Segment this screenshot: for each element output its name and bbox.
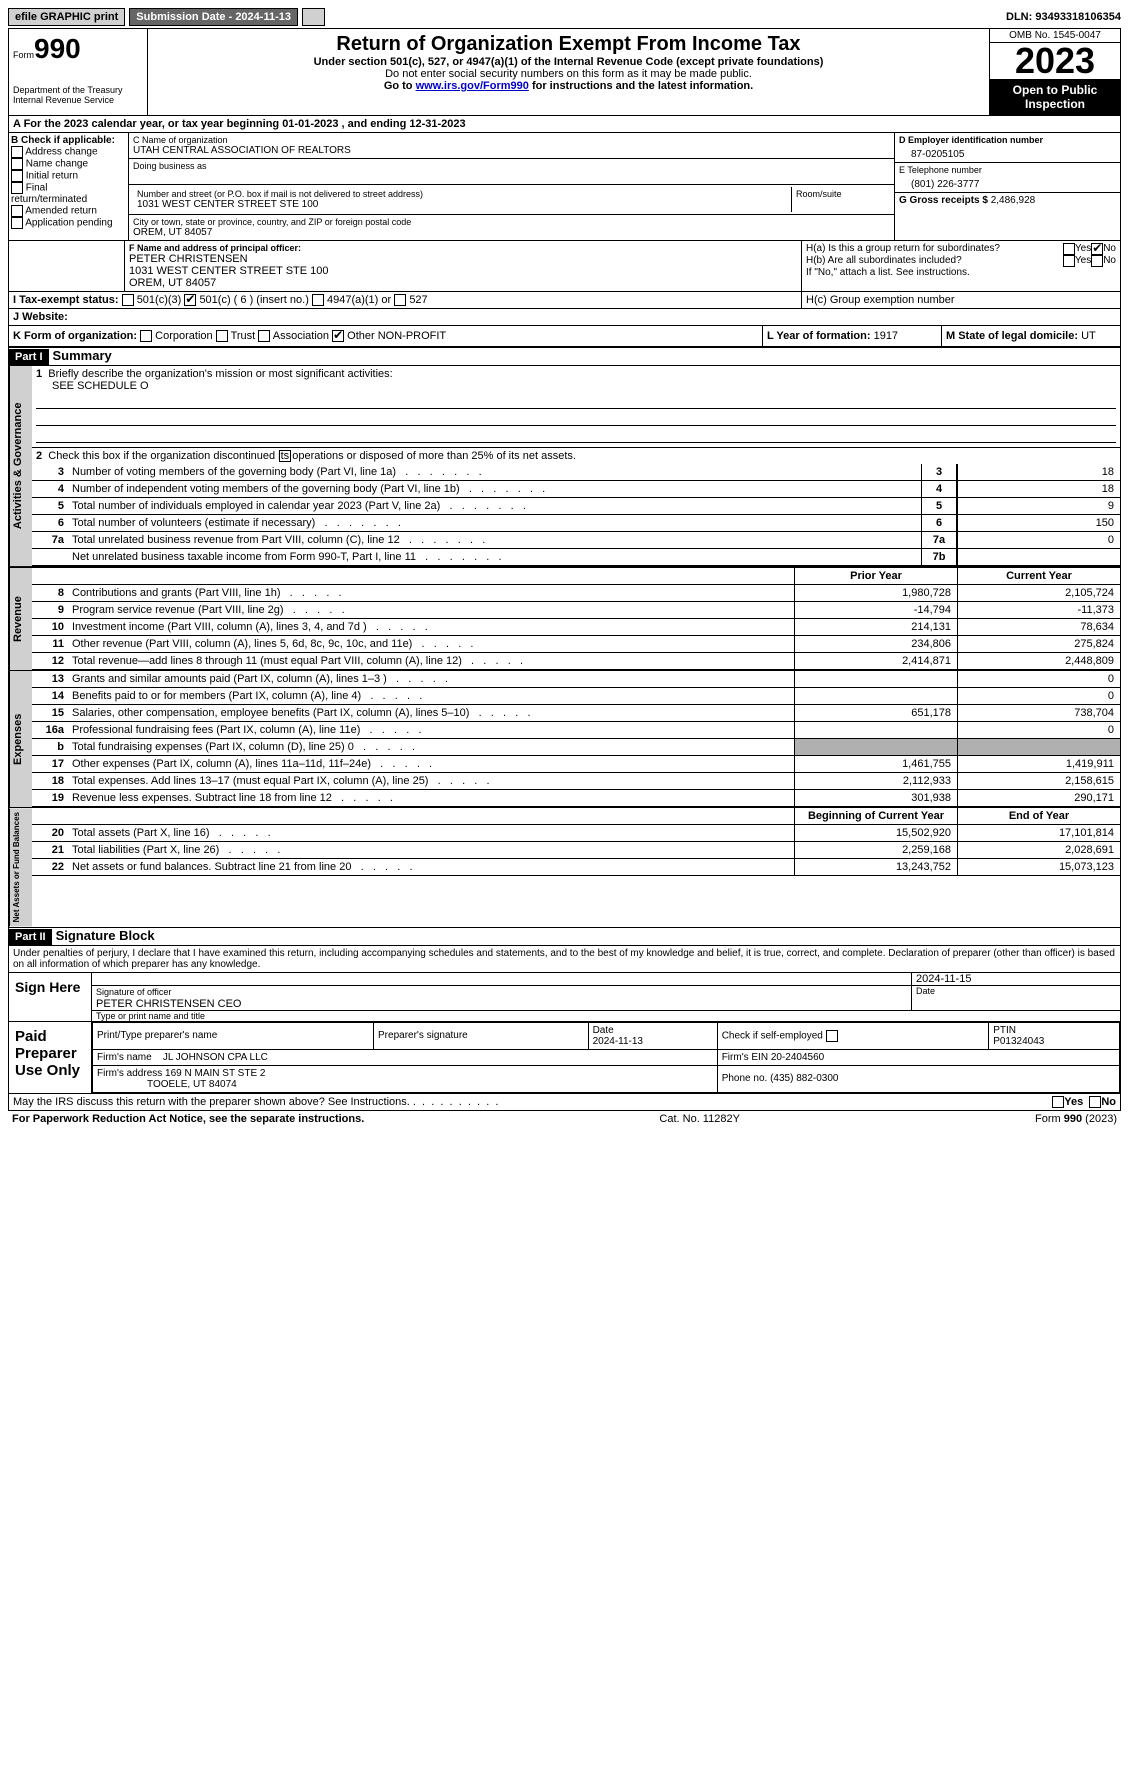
cb-address[interactable]	[11, 146, 23, 158]
year-box: OMB No. 1545-0047 2023 Open to Public In…	[989, 29, 1120, 115]
cb-corp[interactable]	[140, 330, 152, 342]
cb-assoc[interactable]	[258, 330, 270, 342]
cb-pending[interactable]	[11, 217, 23, 229]
data-row: 15Salaries, other compensation, employee…	[32, 705, 1120, 722]
box-m: M State of legal domicile: UT	[942, 326, 1120, 346]
cb-self-emp[interactable]	[826, 1030, 838, 1042]
dln: DLN: 93493318106354	[1006, 11, 1121, 23]
form-title: Return of Organization Exempt From Incom…	[152, 33, 985, 56]
data-row: 22Net assets or fund balances. Subtract …	[32, 859, 1120, 876]
box-f: F Name and address of principal officer:…	[125, 241, 801, 291]
blank-button[interactable]	[302, 8, 325, 26]
topbar: efile GRAPHIC print Submission Date - 20…	[8, 8, 1121, 26]
vlabel-rev: Revenue	[9, 568, 32, 670]
form-container: Form990 Department of the Treasury Inter…	[8, 28, 1121, 1111]
cb-hb-yes[interactable]	[1063, 255, 1075, 267]
cb-hb-no[interactable]	[1091, 255, 1103, 267]
data-row: 20Total assets (Part X, line 16) . . . .…	[32, 825, 1120, 842]
box-l: L Year of formation: 1917	[763, 326, 942, 346]
data-row: 8Contributions and grants (Part VIII, li…	[32, 585, 1120, 602]
sign-here: Sign Here 2024-11-15 Signature of office…	[9, 972, 1120, 1021]
cb-501c[interactable]	[184, 294, 196, 306]
perjury: Under penalties of perjury, I declare th…	[9, 946, 1120, 972]
box-hc: H(c) Group exemption number	[802, 292, 1120, 308]
paid-preparer: Paid Preparer Use Only Print/Type prepar…	[9, 1021, 1120, 1093]
form-box: Form990 Department of the Treasury Inter…	[9, 29, 148, 115]
irs-link[interactable]: www.irs.gov/Form990	[416, 80, 529, 92]
data-row: 18Total expenses. Add lines 13–17 (must …	[32, 773, 1120, 790]
cb-discuss-yes[interactable]	[1052, 1096, 1064, 1108]
efile-button[interactable]: efile GRAPHIC print	[8, 8, 125, 26]
data-row: Net unrelated business taxable income fr…	[32, 549, 1120, 566]
data-row: 12Total revenue—add lines 8 through 11 (…	[32, 653, 1120, 670]
box-c: C Name of organizationUTAH CENTRAL ASSOC…	[129, 133, 894, 240]
data-row: 4Number of independent voting members of…	[32, 481, 1120, 498]
part1-header: Part ISummary	[9, 347, 1120, 366]
data-row: 5Total number of individuals employed in…	[32, 498, 1120, 515]
cb-501c3[interactable]	[122, 294, 134, 306]
cb-ha-no[interactable]	[1091, 243, 1103, 255]
data-row: 14Benefits paid to or for members (Part …	[32, 688, 1120, 705]
cb-final[interactable]	[11, 182, 23, 194]
data-row: 9Program service revenue (Part VIII, lin…	[32, 602, 1120, 619]
cb-trust[interactable]	[216, 330, 228, 342]
cb-initial[interactable]	[11, 170, 23, 182]
box-deg: D Employer identification number87-02051…	[894, 133, 1120, 240]
data-row: 10Investment income (Part VIII, column (…	[32, 619, 1120, 636]
discuss-row: May the IRS discuss this return with the…	[9, 1093, 1120, 1110]
box-b: B Check if applicable: Address change Na…	[9, 133, 129, 240]
box-j: J Website:	[9, 309, 1120, 326]
data-row: 13Grants and similar amounts paid (Part …	[32, 671, 1120, 688]
cb-4947[interactable]	[312, 294, 324, 306]
data-row: 7aTotal unrelated business revenue from …	[32, 532, 1120, 549]
part2-header: Part IISignature Block	[9, 927, 1120, 946]
box-i: I Tax-exempt status: 501(c)(3) 501(c) ( …	[9, 292, 802, 308]
vlabel-exp: Expenses	[9, 671, 32, 807]
submission-button[interactable]: Submission Date - 2024-11-13	[129, 8, 298, 26]
cb-527[interactable]	[394, 294, 406, 306]
footer: For Paperwork Reduction Act Notice, see …	[8, 1111, 1121, 1127]
cb-ha-yes[interactable]	[1063, 243, 1075, 255]
row-a: A For the 2023 calendar year, or tax yea…	[9, 116, 1120, 133]
box-k: K Form of organization: Corporation Trus…	[9, 326, 763, 346]
title-box: Return of Organization Exempt From Incom…	[148, 29, 989, 115]
cb-other[interactable]	[332, 330, 344, 342]
data-row: 6Total number of volunteers (estimate if…	[32, 515, 1120, 532]
data-row: 16aProfessional fundraising fees (Part I…	[32, 722, 1120, 739]
box-h: H(a) Is this a group return for subordin…	[801, 241, 1120, 291]
cb-name[interactable]	[11, 158, 23, 170]
data-row: bTotal fundraising expenses (Part IX, co…	[32, 739, 1120, 756]
vlabel-na: Net Assets or Fund Balances	[9, 808, 32, 926]
data-row: 21Total liabilities (Part X, line 26) . …	[32, 842, 1120, 859]
cb-amended[interactable]	[11, 205, 23, 217]
cb-discuss-no[interactable]	[1089, 1096, 1101, 1108]
data-row: 3Number of voting members of the governi…	[32, 464, 1120, 481]
data-row: 11Other revenue (Part VIII, column (A), …	[32, 636, 1120, 653]
vlabel-ag: Activities & Governance	[9, 366, 32, 566]
cb-line2[interactable]	[279, 450, 291, 462]
data-row: 19Revenue less expenses. Subtract line 1…	[32, 790, 1120, 807]
data-row: 17Other expenses (Part IX, column (A), l…	[32, 756, 1120, 773]
